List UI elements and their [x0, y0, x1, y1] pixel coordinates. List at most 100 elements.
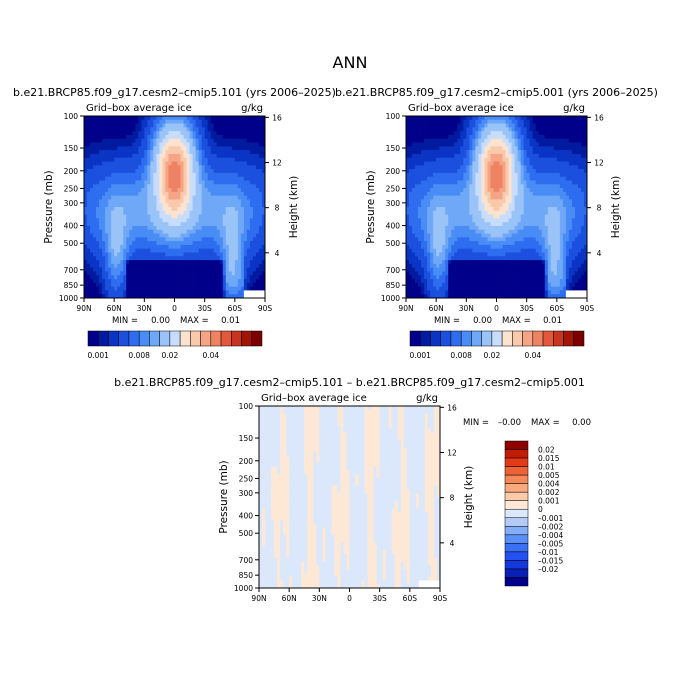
contour-cell: [117, 142, 121, 147]
contour-cell: [150, 165, 154, 170]
contour-cell: [180, 134, 184, 140]
contour-cell: [544, 214, 549, 219]
contour-cell: [511, 142, 515, 147]
contour-cell: [90, 153, 94, 159]
contour-cell: [180, 153, 184, 159]
contour-cell: [451, 237, 455, 242]
contour-cell: [490, 199, 494, 204]
contour-cell: [213, 169, 218, 174]
contour-cell: [445, 210, 449, 215]
contour-cell: [415, 184, 419, 189]
min-label: MIN =: [112, 316, 138, 326]
contour-cell: [544, 153, 549, 159]
contour-cell: [117, 153, 121, 159]
contour-cell: [90, 188, 94, 193]
contour-cell: [427, 229, 431, 234]
x-tick-label: 60S: [228, 304, 243, 313]
contour-cell: [418, 188, 422, 193]
contour-cell: [135, 267, 139, 272]
contour-cell: [225, 172, 230, 178]
contour-cell: [174, 222, 178, 227]
contour-cell: [451, 123, 455, 128]
contour-cell: [478, 150, 482, 155]
contour-cell: [216, 256, 221, 261]
contour-cell: [159, 127, 163, 132]
contour-cell: [523, 222, 528, 227]
contour-cell: [246, 267, 251, 272]
contour-cell: [526, 172, 531, 178]
contour-cell: [490, 195, 494, 200]
contour-cell: [487, 134, 491, 140]
contour-cell: [201, 233, 206, 238]
contour-cell: [105, 199, 109, 204]
contour-cell: [189, 279, 193, 284]
contour-cell: [159, 279, 163, 284]
contour-cell: [144, 286, 148, 291]
contour-cell: [517, 199, 521, 204]
contour-cell: [412, 225, 416, 231]
contour-cell: [463, 225, 467, 231]
contour-cell: [213, 127, 218, 132]
contour-cell: [243, 237, 248, 242]
contour-cell: [460, 169, 464, 174]
contour-cell: [198, 222, 202, 227]
contour-cell: [544, 233, 549, 238]
contour-cell: [484, 150, 488, 155]
contour-cell: [198, 218, 202, 223]
contour-cell: [150, 180, 154, 185]
contour-cell: [108, 225, 112, 231]
contour-cell: [496, 153, 500, 159]
contour-cell: [240, 267, 245, 272]
contour-cell: [472, 241, 476, 246]
contour-cell: [421, 241, 425, 246]
contour-cell: [553, 131, 558, 136]
contour-cell: [147, 191, 151, 196]
contour-cell: [526, 127, 531, 132]
contour-cell: [514, 184, 518, 189]
contour-cell: [168, 225, 172, 231]
contour-cell: [165, 279, 169, 284]
contour-cell: [487, 142, 491, 147]
contour-cell: [114, 199, 118, 204]
contour-cell: [252, 165, 257, 170]
contour-cell: [520, 131, 524, 136]
contour-cell: [442, 138, 446, 143]
contour-cell: [430, 176, 434, 181]
contour-cell: [258, 146, 263, 151]
contour-cell: [129, 199, 133, 204]
contour-cell: [580, 176, 585, 181]
contour-cell: [189, 286, 193, 291]
contour-cell: [520, 225, 524, 231]
contour-cell: [84, 169, 88, 174]
contour-cell: [114, 210, 118, 215]
contour-cell: [237, 142, 242, 147]
contour-cell: [418, 116, 422, 121]
contour-cell: [90, 199, 94, 204]
contour-cell: [228, 271, 233, 276]
contour-cell: [219, 210, 224, 215]
contour-cell: [123, 267, 127, 272]
contour-cell: [105, 241, 109, 246]
contour-cell: [144, 244, 148, 250]
contour-cell: [222, 282, 227, 287]
contour-cell: [141, 229, 145, 234]
contour-cell: [538, 229, 543, 234]
contour-cell: [412, 210, 416, 215]
contour-cell: [195, 169, 199, 174]
contour-cell: [132, 157, 136, 162]
contour-cell: [84, 195, 88, 200]
contour-cell: [90, 146, 94, 151]
contour-cell: [123, 169, 127, 174]
contour-cell: [192, 119, 196, 124]
contour-cell: [532, 123, 537, 128]
contour-cell: [252, 176, 257, 181]
contour-cell: [234, 180, 239, 185]
contour-cell: [222, 207, 227, 212]
contour-cell: [228, 275, 233, 280]
contour-cell: [234, 165, 239, 170]
contour-cell: [240, 279, 245, 284]
contour-cell: [532, 195, 537, 200]
contour-cell: [159, 248, 163, 253]
contour-cell: [171, 134, 175, 140]
contour-cell: [168, 263, 172, 269]
